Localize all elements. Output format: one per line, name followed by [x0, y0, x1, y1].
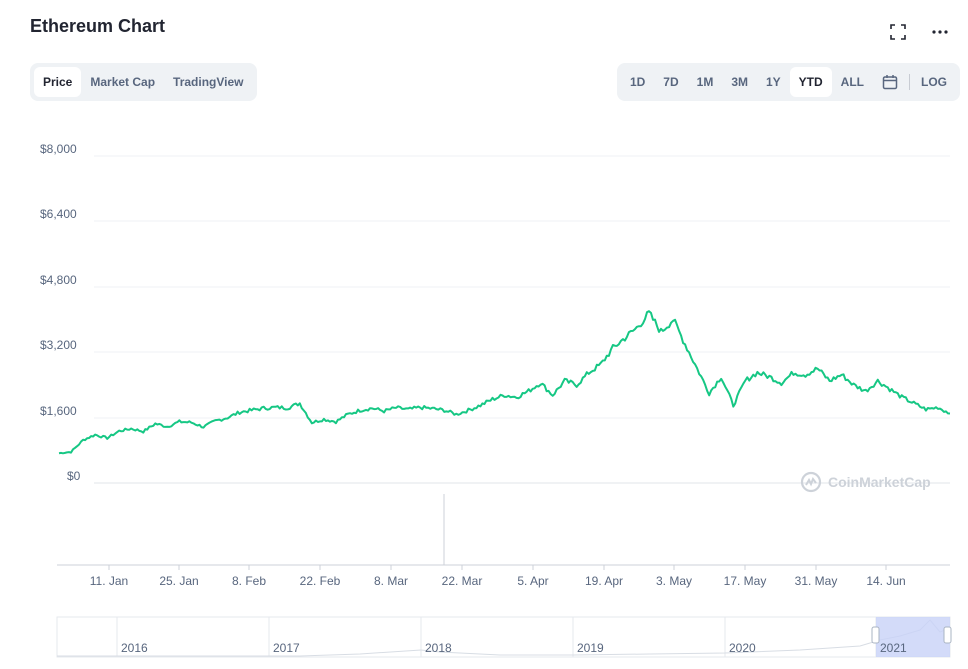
range-ytd[interactable]: YTD: [789, 67, 832, 97]
navigator-year-label: 2020: [729, 641, 756, 655]
range-all[interactable]: ALL: [840, 75, 864, 89]
y-tick-label: $6,400: [40, 207, 77, 221]
x-tick-label: 5. Apr: [517, 574, 549, 588]
x-tick-label: 3. May: [655, 574, 693, 588]
navigator-selection[interactable]: [876, 617, 950, 657]
navigator-handle-right[interactable]: [943, 626, 952, 644]
range-1d[interactable]: 1D: [629, 75, 646, 89]
x-tick-label: 8. Feb: [231, 574, 267, 588]
page-title: Ethereum Chart: [30, 16, 166, 36]
y-tick-label: $4,800: [40, 273, 77, 287]
x-tick-label: 31. May: [794, 574, 838, 588]
range-tabs: 1D 7D 1M 3M 1Y YTD ALL LOG: [616, 63, 960, 101]
x-tick-label: 11. Jan: [89, 574, 129, 588]
divider: [909, 74, 910, 90]
navigator-year-label: 2019: [577, 641, 604, 655]
range-7d[interactable]: 7D: [663, 75, 679, 89]
y-tick-label: $0: [67, 469, 81, 483]
chart-type-tabs: Price Market Cap TradingView: [30, 63, 257, 101]
range-1m[interactable]: 1M: [696, 75, 714, 89]
y-tick-label: $8,000: [40, 142, 77, 156]
coinmarketcap-watermark: CoinMarketCap: [800, 471, 931, 493]
chart-actions: [888, 22, 950, 42]
y-tick-label: $1,600: [40, 404, 77, 418]
price-line: [58, 310, 951, 455]
range-1y[interactable]: 1Y: [765, 75, 781, 89]
navigator-year-label: 2016: [121, 641, 148, 655]
x-tick-label: 8. Mar: [373, 574, 409, 588]
navigator-year-label: 2017: [273, 641, 300, 655]
navigator-year-label: 2021: [880, 641, 907, 655]
coinmarketcap-logo-icon: [800, 471, 822, 493]
x-tick-label: 19. Apr: [584, 574, 624, 588]
navigator-year-label: 2018: [425, 641, 452, 655]
range-3m[interactable]: 3M: [731, 75, 748, 89]
x-tick-label: 17. May: [723, 574, 767, 588]
x-tick-marks: [108, 565, 887, 570]
x-tick-label: 14. Jun: [866, 574, 906, 588]
fullscreen-icon[interactable]: [888, 22, 908, 42]
log-toggle[interactable]: LOG: [921, 75, 947, 89]
navigator-handle-left[interactable]: [871, 626, 880, 644]
x-tick-label: 22. Mar: [441, 574, 483, 588]
watermark-text: CoinMarketCap: [828, 474, 931, 490]
tab-tradingview[interactable]: TradingView: [173, 75, 244, 89]
y-tick-label: $3,200: [40, 338, 77, 352]
navigator-frame: [56, 616, 951, 658]
x-tick-label: 25. Jan: [159, 574, 199, 588]
calendar-icon[interactable]: [873, 67, 907, 97]
x-tick-label: 22. Feb: [299, 574, 341, 588]
more-horizontal-icon[interactable]: [930, 22, 950, 42]
tab-market-cap[interactable]: Market Cap: [90, 75, 156, 89]
tab-price[interactable]: Price: [34, 67, 82, 97]
